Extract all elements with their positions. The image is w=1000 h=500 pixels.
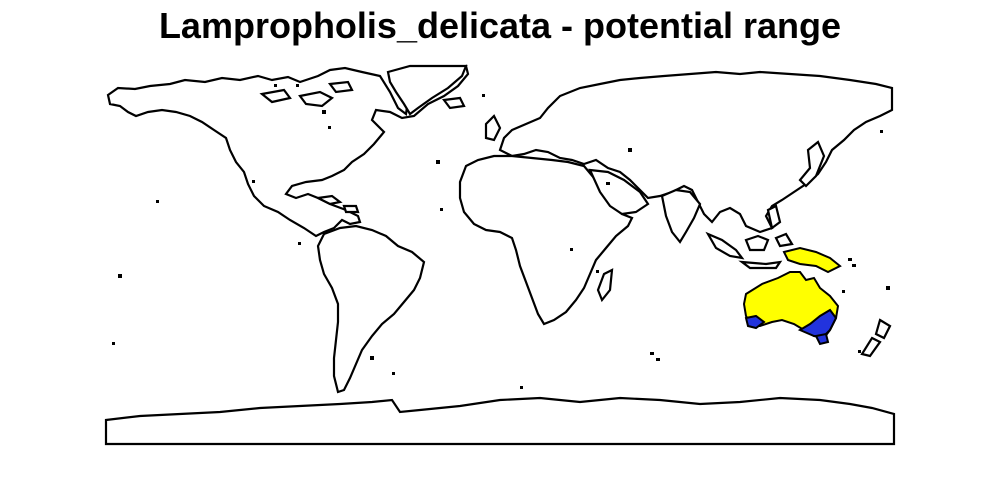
arabian-peninsula — [588, 168, 650, 216]
madagascar — [596, 268, 614, 303]
core-range-tasmania — [814, 332, 830, 346]
greenland — [386, 64, 468, 116]
small-islands — [112, 84, 890, 389]
new-zealand — [860, 318, 892, 358]
british-isles — [484, 114, 502, 142]
indian-subcontinent — [660, 188, 702, 244]
map-title: Lampropholis_delicata - potential range — [158, 5, 842, 46]
core-range-southwest — [744, 314, 766, 330]
north-america — [106, 64, 470, 238]
south-america — [316, 224, 426, 394]
japan — [798, 140, 826, 188]
iceland — [441, 96, 466, 110]
new-guinea-range — [782, 246, 842, 274]
antarctica — [104, 396, 896, 446]
indonesia — [705, 231, 794, 270]
philippines — [766, 204, 782, 230]
africa — [458, 154, 634, 326]
arctic-islands — [259, 80, 354, 108]
caribbean — [314, 194, 360, 214]
eurasia — [498, 70, 894, 234]
